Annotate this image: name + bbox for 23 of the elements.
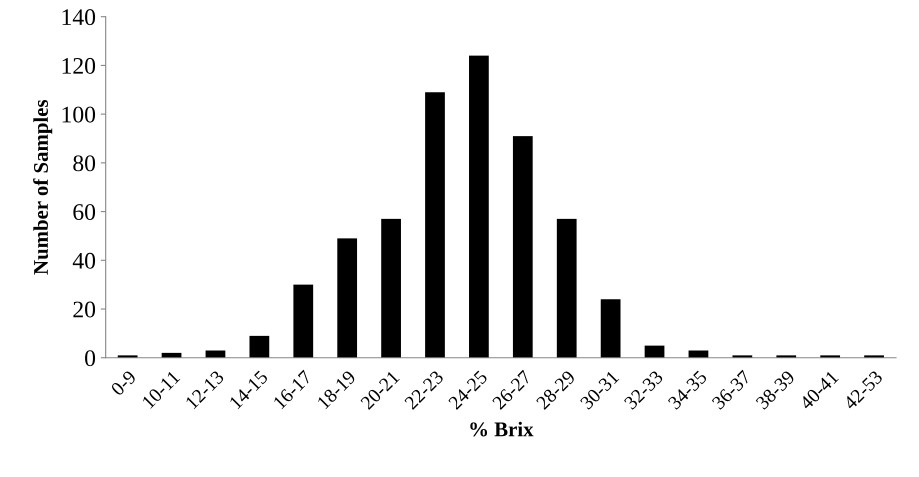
bar <box>425 92 445 358</box>
bar <box>469 56 489 358</box>
bar <box>600 299 621 358</box>
y-tick-label: 40 <box>72 252 96 269</box>
y-axis-title: Number of Samples <box>33 100 52 275</box>
bar <box>206 350 226 358</box>
bar <box>293 284 314 358</box>
bar <box>644 346 664 358</box>
bar <box>556 218 577 358</box>
y-tick-label: 60 <box>73 204 96 220</box>
y-tick-label: 100 <box>62 106 96 123</box>
bar <box>688 350 708 358</box>
x-tick-label: 0-9 <box>110 370 137 396</box>
y-tick-label: 0 <box>85 350 96 366</box>
y-tick-label: 140 <box>62 9 96 26</box>
bar <box>512 136 533 358</box>
bar <box>381 218 401 358</box>
bar <box>337 238 358 358</box>
y-tick-label: 20 <box>73 302 96 318</box>
x-axis-title: % Brix <box>470 422 534 436</box>
bar <box>249 336 270 358</box>
y-tick-label: 80 <box>73 155 96 172</box>
y-tick-label: 120 <box>62 58 96 74</box>
